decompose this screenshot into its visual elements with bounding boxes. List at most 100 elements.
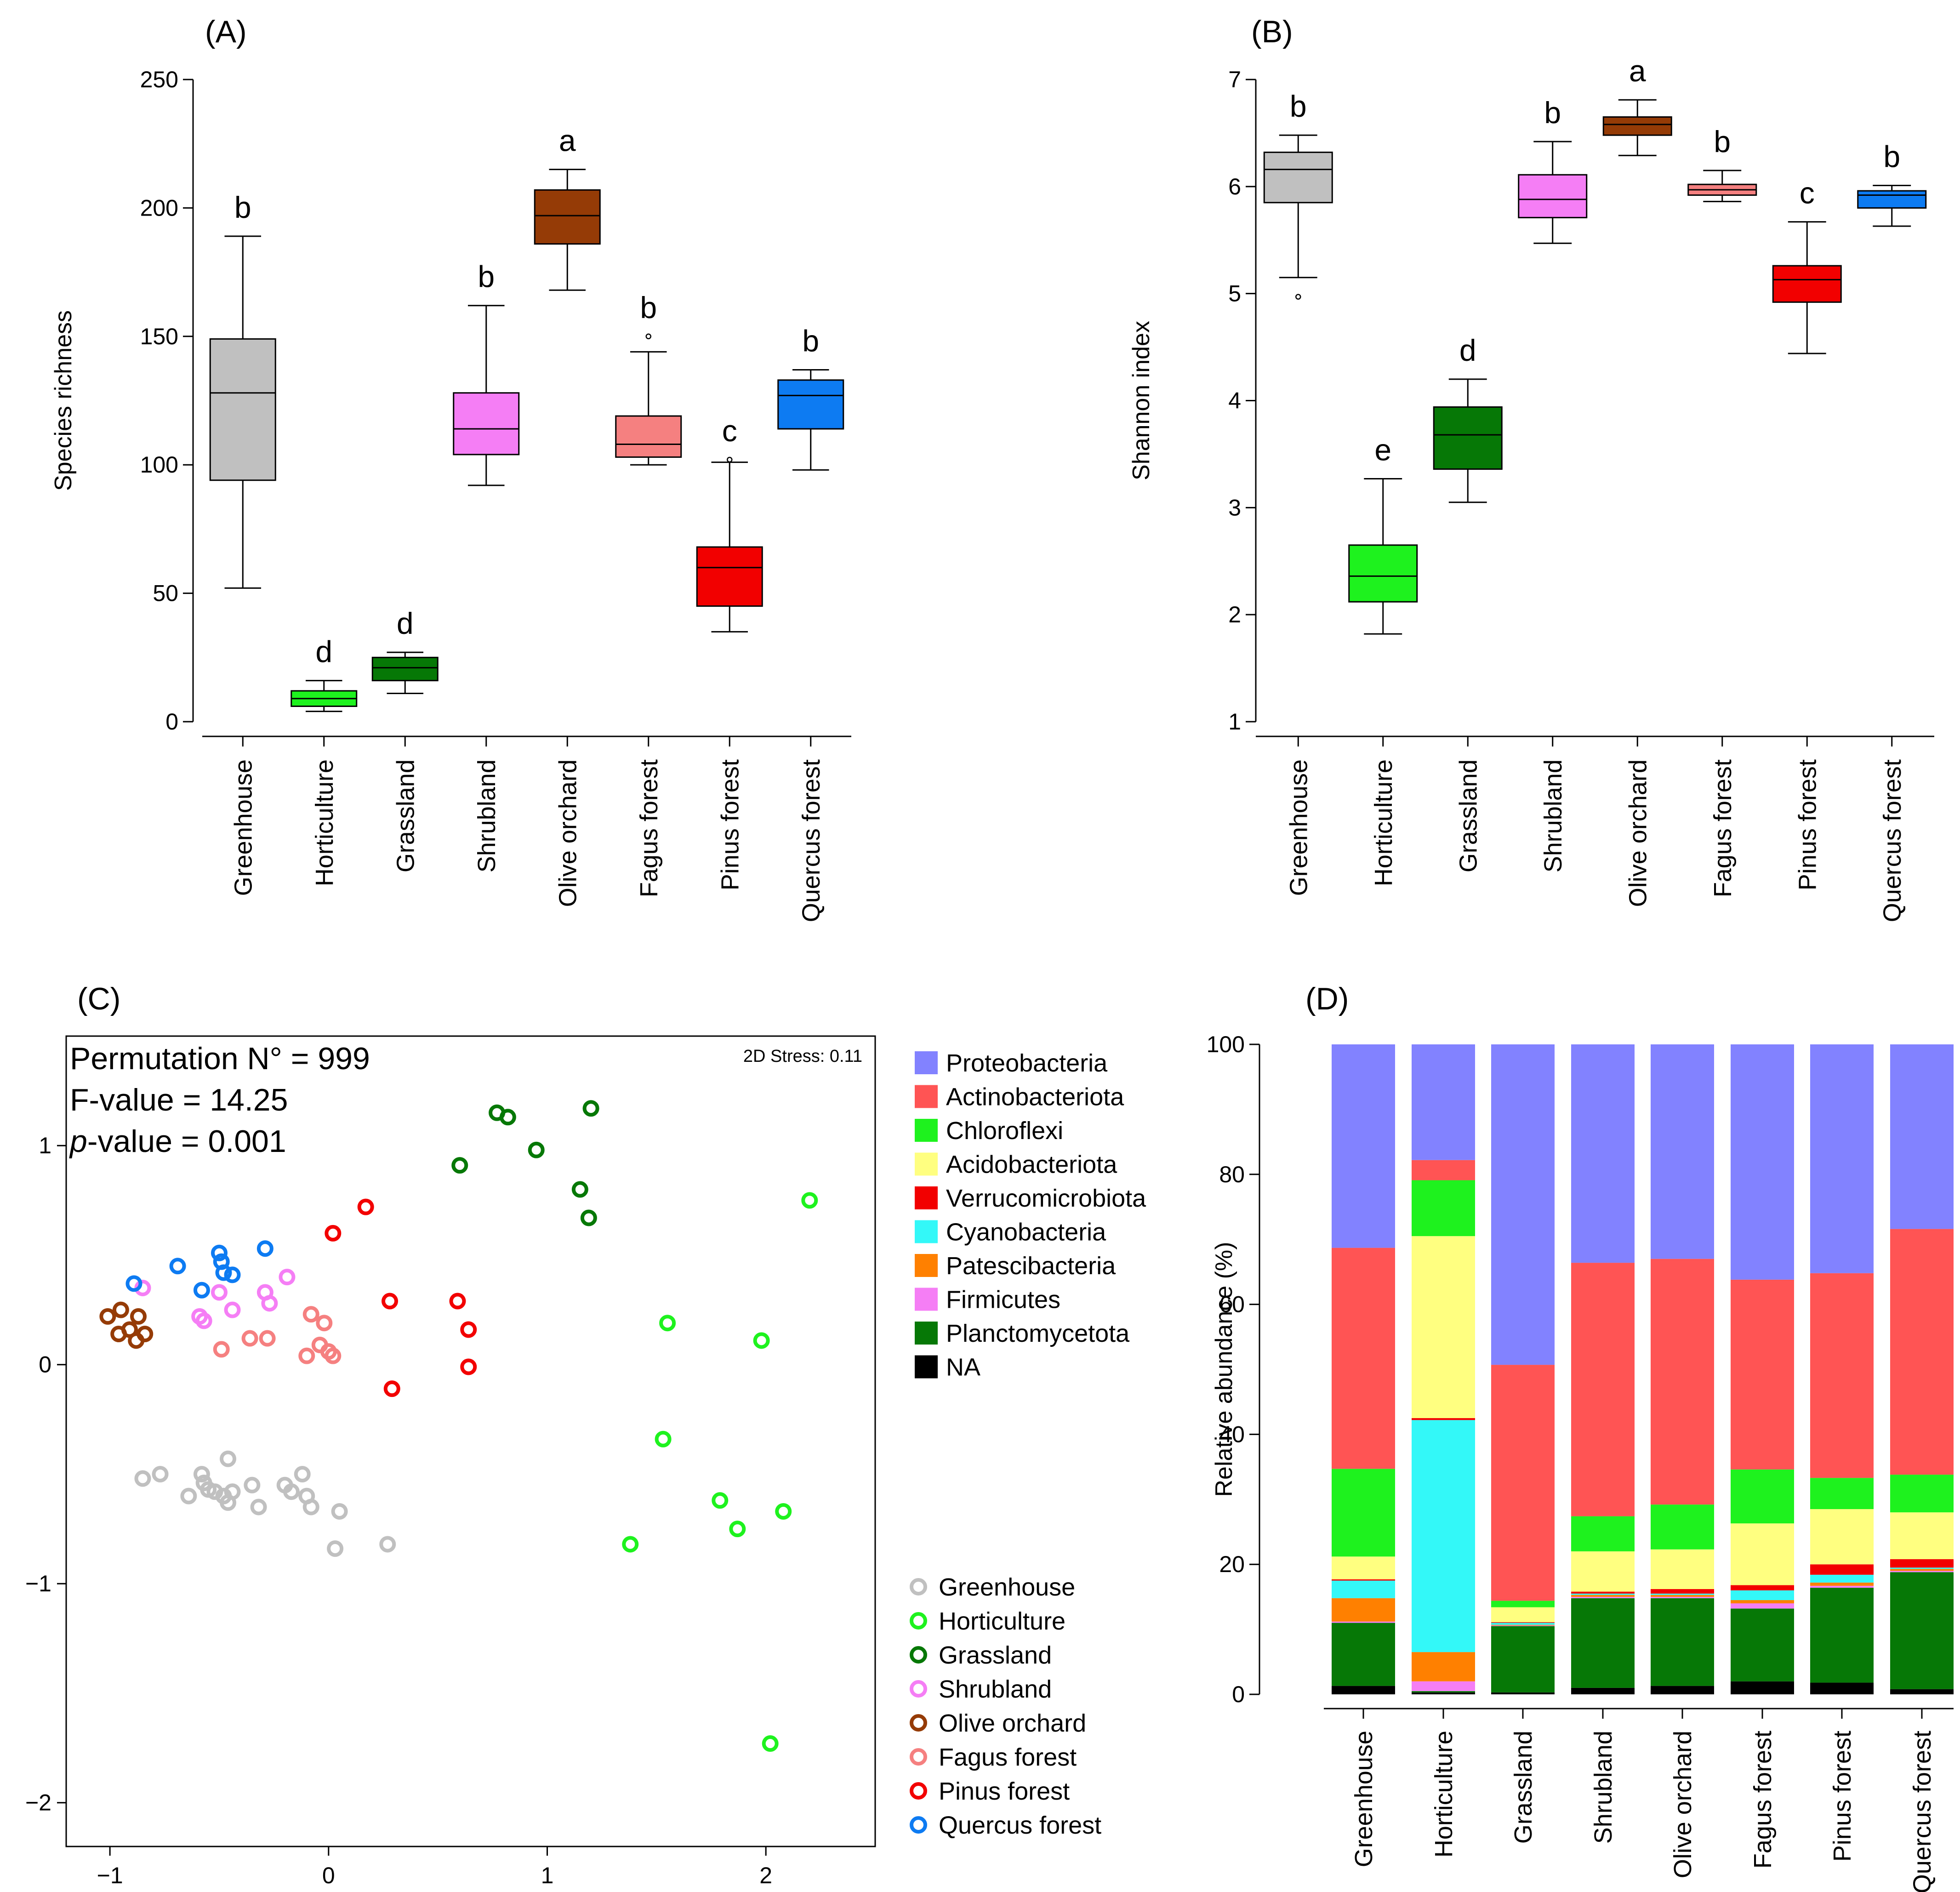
chart-c-y-tick-label-2: 0	[39, 1352, 51, 1378]
chart-c-point-greenhouse-14	[283, 1483, 300, 1500]
chart-b-group-letter-fagus-forest: b	[1714, 125, 1731, 159]
chart-c-stress-label: 2D Stress: 0.11	[743, 1047, 862, 1066]
chart-c-point-greenhouse-1	[152, 1465, 169, 1482]
chart-d-bar-olive-orchard-actinobacteriota	[1651, 1259, 1714, 1505]
chart-b-y-tick-label-7: 7	[1228, 67, 1241, 92]
chart-c-legend-label-pinus-forest: Pinus forest	[939, 1778, 1070, 1805]
chart-d-bar-grassland-planctomycetota	[1491, 1626, 1555, 1693]
chart-c-point-fagus-forest-7	[259, 1330, 276, 1347]
chart-d-bar-olive-orchard-cyanobacteria	[1651, 1593, 1714, 1595]
chart-d-bar-pinus-forest-firmicutes	[1810, 1585, 1874, 1588]
chart-c-legend-label-horticulture: Horticulture	[939, 1607, 1065, 1635]
chart-c-point-horticulture-1	[659, 1315, 676, 1332]
chart-c-point-greenhouse-18	[331, 1503, 348, 1520]
chart-a-group-letter-fagus-forest: b	[640, 291, 657, 325]
chart-b-group-letter-shrubland: b	[1544, 96, 1561, 130]
chart-d-bar-olive-orchard-verrucomicrobiota	[1651, 1589, 1714, 1594]
chart-d-bar-fagus-forest-patescibacteria	[1731, 1600, 1794, 1604]
chart-c-point-olive-orchard-6	[128, 1332, 145, 1349]
chart-d-bar-quercus-forest-patescibacteria	[1890, 1569, 1954, 1571]
chart-d-category-label-greenhouse: Greenhouse	[1350, 1731, 1378, 1867]
chart-b-box-grassland	[1433, 406, 1503, 470]
chart-d-category-label-grassland: Grassland	[1510, 1731, 1537, 1844]
chart-a-outlier-pinus-forest-0	[727, 456, 733, 463]
chart-d-legend-swatch-proteobacteria	[915, 1051, 938, 1074]
chart-d-bar-quercus-forest-firmicutes	[1890, 1571, 1954, 1573]
chart-b-group-letter-grassland: d	[1459, 333, 1476, 367]
chart-d-y-tick-label-20: 20	[1219, 1551, 1245, 1577]
chart-d-legend-swatch-patescibacteria	[915, 1254, 938, 1277]
chart-a-y-tick-label-100: 100	[140, 452, 178, 478]
chart-a-box-fagus-forest	[615, 415, 682, 458]
chart-d-legend-label-na: NA	[946, 1354, 980, 1381]
chart-c-point-horticulture-4	[712, 1492, 729, 1509]
chart-a-group-letter-pinus-forest: c	[722, 414, 737, 448]
chart-d-bar-horticulture-firmicutes	[1412, 1681, 1475, 1691]
chart-d-bar-grassland-chloroflexi	[1491, 1601, 1555, 1607]
chart-c-legend-marker-grassland	[910, 1646, 927, 1664]
chart-c-y-tick-label-0: −2	[25, 1790, 51, 1816]
chart-d-legend-label-patescibacteria: Patescibacteria	[946, 1252, 1116, 1280]
chart-a-group-letter-grassland: d	[397, 606, 414, 640]
chart-c-point-greenhouse-19	[327, 1540, 344, 1557]
chart-a-box-pinus-forest	[696, 546, 763, 607]
chart-c-point-quercus-forest-3	[169, 1258, 186, 1275]
chart-a-category-label-grassland: Grassland	[392, 759, 419, 872]
chart-c-point-shrubland-7	[195, 1312, 212, 1329]
chart-c-frame	[65, 1035, 876, 1847]
chart-d-category-label-fagus-forest: Fagus forest	[1749, 1731, 1777, 1869]
chart-c-point-greenhouse-0	[134, 1470, 151, 1487]
chart-b-category-label-shrubland: Shrubland	[1539, 759, 1567, 872]
chart-d-bar-fagus-forest-firmicutes	[1731, 1603, 1794, 1609]
chart-b-group-letter-pinus-forest: c	[1800, 176, 1815, 210]
chart-d-bar-horticulture-patescibacteria	[1412, 1652, 1475, 1681]
chart-c-point-fagus-forest-5	[298, 1347, 315, 1364]
chart-c-legend-label-shrubland: Shrubland	[939, 1675, 1052, 1703]
chart-a-box-greenhouse	[209, 338, 276, 481]
chart-c-point-greenhouse-10	[224, 1483, 241, 1500]
chart-d-legend-swatch-planctomycetota	[915, 1322, 938, 1345]
chart-b-box-greenhouse	[1263, 151, 1333, 204]
chart-b-box-horticulture	[1348, 544, 1418, 603]
chart-b-box-quercus-forest	[1857, 190, 1927, 209]
chart-d-legend-label-firmicutes: Firmicutes	[946, 1286, 1060, 1314]
chart-d-legend-label-planctomycetota: Planctomycetota	[946, 1320, 1130, 1347]
chart-d-bar-grassland-acidobacteriota	[1491, 1607, 1555, 1623]
chart-d-relative-abundance: 0 20 40 60 80 100 Relative abundance (%) Greenh…	[915, 1031, 1954, 1892]
chart-a-species-richness: 0 50 100 150 200 250 Species richness b Greenhou…	[50, 67, 851, 922]
chart-c-point-quercus-forest-1	[211, 1244, 228, 1261]
chart-c-point-pinus-forest-5	[460, 1358, 477, 1375]
chart-c-point-olive-orchard-1	[112, 1301, 129, 1318]
chart-a-y-tick-label-200: 200	[140, 195, 178, 221]
chart-d-bar-quercus-forest-proteobacteria	[1890, 1044, 1954, 1229]
chart-d-bar-olive-orchard-na	[1651, 1686, 1714, 1694]
chart-d-bar-horticulture-proteobacteria	[1412, 1044, 1475, 1160]
chart-d-legend-swatch-firmicutes	[915, 1288, 938, 1311]
chart-c-legend-marker-quercus-forest	[910, 1816, 927, 1834]
chart-d-bar-fagus-forest-verrucomicrobiota	[1731, 1585, 1794, 1590]
chart-c-legend-marker-shrubland	[910, 1680, 927, 1698]
chart-d-bar-fagus-forest-planctomycetota	[1731, 1608, 1794, 1681]
chart-d-bar-shrubland-acidobacteriota	[1571, 1551, 1635, 1592]
chart-d-y-tick-label-80: 80	[1219, 1162, 1245, 1187]
chart-a-y-tick-label-50: 50	[153, 581, 178, 606]
chart-d-bar-quercus-forest-verrucomicrobiota	[1890, 1559, 1954, 1568]
chart-d-bar-olive-orchard-proteobacteria	[1651, 1044, 1714, 1259]
chart-d-bar-shrubland-actinobacteriota	[1571, 1263, 1635, 1516]
chart-d-bar-greenhouse-actinobacteriota	[1332, 1248, 1395, 1469]
chart-d-bar-shrubland-patescibacteria	[1571, 1595, 1635, 1597]
chart-c-legend-label-fagus-forest: Fagus forest	[939, 1744, 1077, 1771]
chart-d-legend-swatch-acidobacteriota	[915, 1152, 938, 1176]
chart-d-bar-olive-orchard-firmicutes	[1651, 1596, 1714, 1598]
chart-d-legend-label-acidobacteriota: Acidobacteriota	[946, 1151, 1117, 1179]
chart-c-point-quercus-forest-6	[125, 1275, 142, 1292]
chart-a-group-letter-quercus-forest: b	[802, 324, 819, 358]
chart-d-bar-greenhouse-patescibacteria	[1332, 1598, 1395, 1622]
chart-a-group-letter-greenhouse: b	[234, 190, 251, 224]
chart-a-category-label-greenhouse: Greenhouse	[229, 759, 257, 896]
chart-b-box-pinus-forest	[1772, 265, 1842, 303]
chart-b-category-label-grassland: Grassland	[1454, 759, 1482, 872]
chart-d-legend-label-actinobacteriota: Actinobacteriota	[946, 1083, 1124, 1111]
chart-c-point-shrubland-2	[211, 1284, 228, 1301]
